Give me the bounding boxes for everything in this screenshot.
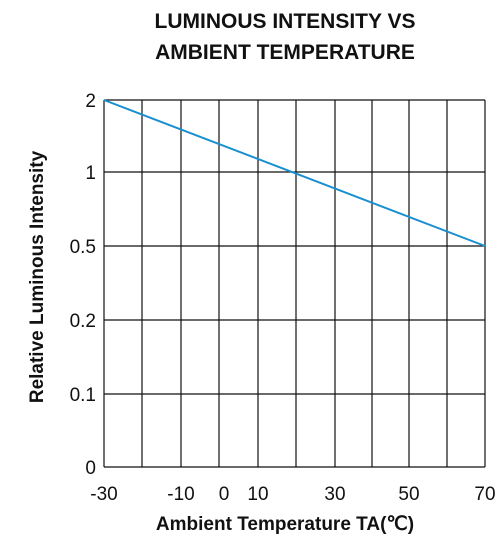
x-tick-label: 0 xyxy=(219,484,230,505)
y-tick-labels: 0 0.1 0.2 0.5 1 2 xyxy=(70,91,96,479)
x-axis-title: Ambient Temperature TA(℃) xyxy=(156,514,414,535)
y-tick-label: 2 xyxy=(85,91,96,112)
x-tick-label: -30 xyxy=(90,484,117,505)
y-tick-label: 0.5 xyxy=(70,237,96,258)
y-tick-label: 0.1 xyxy=(70,385,96,406)
x-tick-label: -10 xyxy=(167,484,194,505)
chart-title-line-1: LUMINOUS INTENSITY VS xyxy=(155,10,416,33)
luminous-intensity-line xyxy=(103,99,486,247)
x-tick-label: 10 xyxy=(247,484,268,505)
grid xyxy=(103,99,486,468)
chart-title-line-2: AMBIENT TEMPERATURE xyxy=(155,41,415,64)
x-tick-labels: -30 -10 0 10 30 50 70 xyxy=(90,484,495,505)
x-tick-label: 50 xyxy=(398,484,419,505)
y-tick-label: 0.2 xyxy=(70,311,96,332)
y-tick-label: 0 xyxy=(85,458,96,479)
series-layer xyxy=(103,99,486,247)
x-tick-label: 70 xyxy=(474,484,495,505)
x-tick-label: 30 xyxy=(324,484,345,505)
y-tick-label: 1 xyxy=(85,163,96,184)
y-axis-title: Relative Luminous Intensity xyxy=(27,150,48,403)
